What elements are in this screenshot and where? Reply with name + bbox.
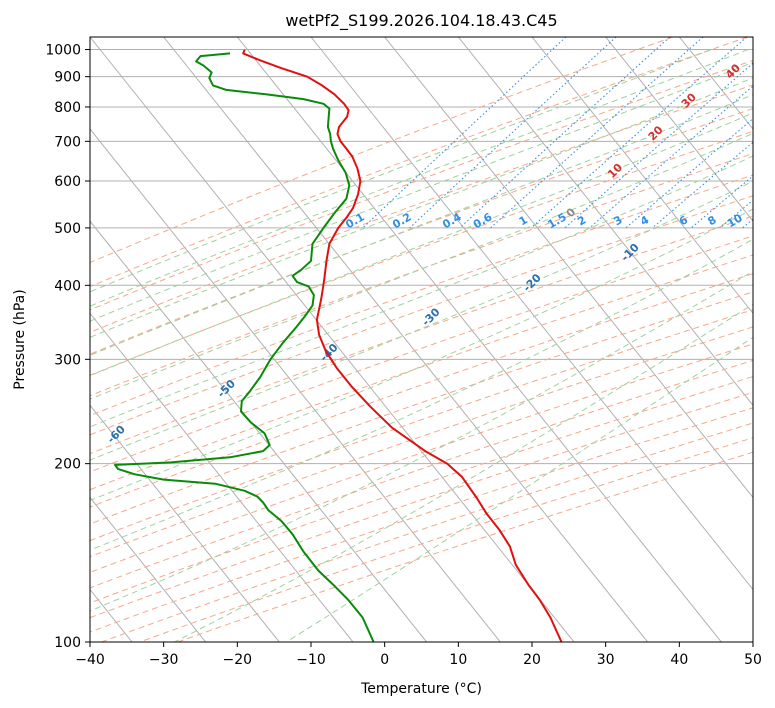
dry-adiabat-18 xyxy=(90,376,753,604)
y-tick-label-0: 100 xyxy=(54,635,81,651)
x-tick-label-3: −10 xyxy=(296,652,326,668)
moist-adiabat-1 xyxy=(90,49,749,307)
mixing-ratio-line-12 xyxy=(770,37,775,228)
plot-area xyxy=(90,37,753,642)
y-tick-label-9: 1000 xyxy=(45,43,81,59)
y-tick-label-7: 800 xyxy=(54,100,81,116)
isotherm-line-13 xyxy=(163,37,649,642)
isotherm-line-9 xyxy=(90,312,354,642)
x-tick-label-7: 30 xyxy=(597,652,615,668)
dry-adiabat-15 xyxy=(90,326,753,558)
x-tick-label-0: −40 xyxy=(75,652,105,668)
x-tick-label-4: 0 xyxy=(380,652,389,668)
y-tick-label-6: 700 xyxy=(54,134,81,150)
y-tick-label-3: 400 xyxy=(54,278,81,294)
x-tick-label-1: −30 xyxy=(149,652,179,668)
background-lines xyxy=(0,37,775,642)
mixing-ratio-line-8 xyxy=(652,141,753,229)
mixing-ratio-line-3 xyxy=(490,37,704,229)
isotherm-line-11 xyxy=(90,128,501,642)
mixing-ratio-line-5 xyxy=(564,62,753,229)
x-tick-label-5: 10 xyxy=(449,652,467,668)
mixing-ratio-line-2 xyxy=(459,37,671,229)
dry-adiabat-3 xyxy=(90,84,753,333)
plot-frame xyxy=(89,36,754,643)
dewpoint-line xyxy=(114,52,375,642)
x-tick-label-9: 50 xyxy=(744,652,762,668)
isotherm-line-8 xyxy=(90,404,280,642)
mixing-ratio-label-12: 13 xyxy=(752,211,772,230)
dry-adiabat-21 xyxy=(101,422,753,642)
dry-adiabat-20 xyxy=(90,407,753,633)
dry-adiabat-23 xyxy=(177,451,753,642)
isotherm-line-17 xyxy=(457,37,753,407)
isotherm-line-21 xyxy=(752,37,753,38)
isotherm-label-3: -70 xyxy=(0,476,11,499)
x-axis-label: Temperature (°C) xyxy=(360,681,482,697)
moist-adiabat-3 xyxy=(90,77,753,338)
y-axis-label: Pressure (hPa) xyxy=(12,289,28,389)
dry-adiabat-14 xyxy=(90,309,753,542)
moist-adiabat-10 xyxy=(90,238,753,551)
moist-adiabat-4 xyxy=(90,94,753,356)
dry-adiabat-4 xyxy=(90,107,753,355)
y-tick-label-4: 500 xyxy=(54,221,81,237)
moist-adiabat-0 xyxy=(90,49,712,293)
moist-adiabat-7 xyxy=(90,155,753,428)
isotherm-line-18 xyxy=(531,37,753,315)
isotherm-line-5 xyxy=(0,37,58,642)
temperature-line xyxy=(242,49,563,642)
x-axis-ticks: −40 −30 −20 −10 0 10 20 30 40 50 xyxy=(75,642,762,668)
moist-adiabat-9 xyxy=(90,208,753,501)
y-tick-label-5: 600 xyxy=(54,174,81,190)
y-axis-ticks: 100 200 300 400 500 600 700 800 900 1000 xyxy=(45,43,90,651)
y-tick-label-2: 300 xyxy=(54,352,81,368)
y-tick-label-8: 900 xyxy=(54,70,81,86)
chart-title: wetPf2_S199.2026.104.18.43.C45 xyxy=(285,11,557,31)
y-tick-label-1: 200 xyxy=(54,457,81,473)
dry-adiabat-12 xyxy=(90,273,753,508)
dry-adiabat-2 xyxy=(90,59,753,311)
moist-adiabat-2 xyxy=(90,61,753,322)
dry-adiabat-19 xyxy=(90,391,753,619)
x-tick-label-8: 40 xyxy=(670,652,688,668)
isotherm-line-7 xyxy=(90,496,207,642)
isotherm-line-19 xyxy=(605,37,753,222)
x-tick-label-6: 20 xyxy=(523,652,541,668)
isotherm-line-16 xyxy=(384,37,753,499)
dry-adiabat-13 xyxy=(90,291,753,525)
dry-adiabat-0 xyxy=(90,37,673,264)
isotherm-line-14 xyxy=(236,37,722,642)
isotherm-line-12 xyxy=(90,37,575,642)
dry-adiabat-22 xyxy=(139,437,753,642)
profile-lines xyxy=(114,49,563,642)
x-tick-label-2: −20 xyxy=(223,652,253,668)
